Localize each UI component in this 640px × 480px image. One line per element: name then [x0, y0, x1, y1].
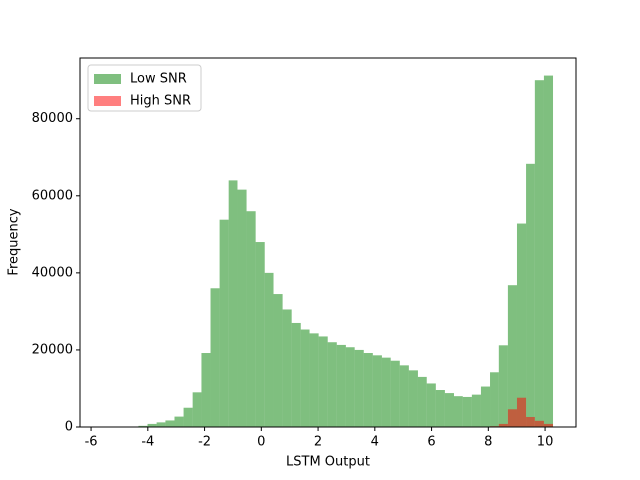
- histogram-bar: [345, 347, 355, 427]
- histogram-bar: [318, 336, 328, 427]
- histogram-bar: [246, 211, 256, 427]
- y-tick-label: 80000: [32, 111, 73, 126]
- histogram-bar: [526, 163, 535, 427]
- histogram-bar: [165, 420, 175, 427]
- histogram-bar: [228, 180, 238, 427]
- x-tick-label: 4: [371, 435, 379, 450]
- y-tick-label: 0: [65, 420, 73, 435]
- histogram-bar: [381, 357, 391, 427]
- histogram-bar: [237, 189, 247, 427]
- histogram-bar: [498, 423, 508, 427]
- histogram-bar: [462, 396, 472, 427]
- x-tick-label: 6: [427, 435, 435, 450]
- histogram-bar: [498, 345, 508, 427]
- x-tick-label: 8: [484, 435, 492, 450]
- histogram-bar: [219, 219, 229, 427]
- histogram-bar: [210, 288, 220, 427]
- histogram-bar: [138, 425, 148, 427]
- histogram-bar: [426, 383, 436, 427]
- histogram-bar: [408, 370, 418, 427]
- x-tick-label: 2: [314, 435, 322, 450]
- histogram-bar: [183, 407, 193, 427]
- x-tick-label: -6: [85, 435, 98, 450]
- histogram-bar: [309, 333, 319, 427]
- histogram-bar: [327, 342, 337, 427]
- legend-label: High SNR: [130, 94, 191, 109]
- y-tick-label: 40000: [32, 265, 73, 280]
- histogram-bar: [147, 423, 157, 427]
- histogram-bar: [516, 397, 527, 427]
- histogram-bar: [516, 223, 527, 427]
- histogram-bar: [300, 329, 310, 427]
- x-axis-label: LSTM Output: [286, 455, 370, 470]
- histogram-bar: [264, 272, 274, 427]
- histogram-bar: [534, 420, 544, 427]
- histogram-bar: [435, 390, 445, 427]
- histogram-bar: [526, 416, 535, 427]
- histogram-bar: [534, 80, 544, 427]
- histogram-bar: [543, 423, 554, 427]
- histogram-bar: [471, 394, 481, 427]
- x-tick-label: -2: [198, 435, 211, 450]
- histogram-bar: [453, 396, 463, 427]
- y-tick-label: 20000: [32, 342, 73, 357]
- x-tick-label: 10: [537, 435, 554, 450]
- histogram-bar: [156, 422, 166, 427]
- histogram-bar: [480, 386, 491, 427]
- legend-swatch: [94, 74, 121, 84]
- x-tick-label: 0: [257, 435, 265, 450]
- y-tick-label: 60000: [32, 188, 73, 203]
- histogram-bar: [444, 393, 454, 427]
- histogram-bar: [174, 416, 184, 427]
- histogram-bar: [354, 349, 364, 427]
- histogram-bar: [192, 392, 202, 427]
- histogram-bar: [273, 294, 283, 427]
- histogram-bar: [282, 309, 292, 427]
- legend-label: Low SNR: [130, 72, 187, 87]
- y-axis-label: Frequency: [7, 208, 22, 275]
- histogram-bar: [336, 344, 346, 427]
- histogram-bar: [543, 75, 554, 428]
- histogram-bar: [291, 322, 301, 427]
- histogram-bar: [363, 353, 373, 427]
- histogram-bar: [507, 409, 517, 427]
- histogram-bar: [399, 365, 409, 427]
- histogram-bar: [490, 372, 499, 427]
- histogram-bar: [255, 242, 265, 427]
- histogram-bar: [417, 376, 427, 427]
- plot-frame: [79, 57, 577, 428]
- legend-swatch: [94, 96, 121, 106]
- histogram-bar: [507, 285, 517, 427]
- histogram-bar: [372, 355, 382, 427]
- histogram-bar: [390, 360, 400, 427]
- x-tick-label: -4: [141, 435, 154, 450]
- histogram-bar: [201, 353, 211, 427]
